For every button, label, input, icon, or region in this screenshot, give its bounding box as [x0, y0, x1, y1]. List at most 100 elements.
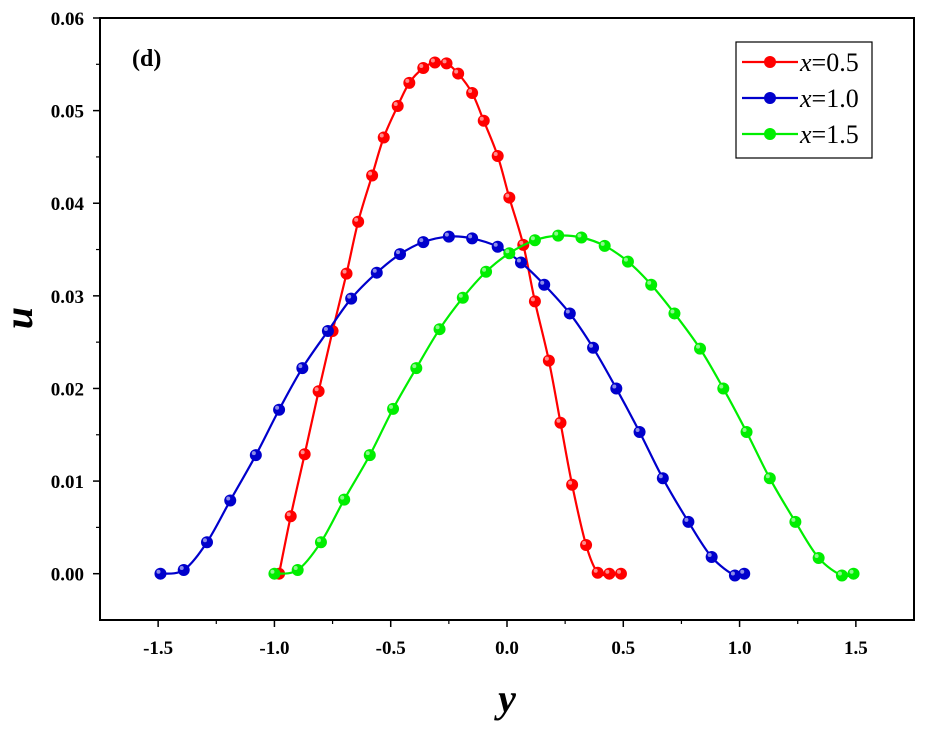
data-point: [740, 425, 753, 438]
data-point: [428, 56, 441, 69]
data-point: [249, 449, 262, 462]
series-3: [268, 229, 860, 582]
data-point-highlight: [505, 193, 510, 198]
data-point-highlight: [226, 496, 231, 501]
data-point: [321, 325, 334, 338]
legend: x=0.5x=1.0x=1.5: [735, 41, 873, 159]
data-point-highlight: [670, 309, 675, 314]
data-point-highlight: [530, 297, 535, 302]
data-point: [705, 551, 718, 564]
data-point-highlight: [323, 327, 328, 332]
legend-label-value: =1.5: [812, 120, 859, 149]
x-tick-label: 1.5: [844, 638, 868, 659]
data-point-highlight: [837, 571, 842, 576]
data-point-highlight: [340, 495, 345, 500]
data-point: [452, 67, 465, 80]
data-point-highlight: [365, 451, 370, 456]
x-tick-label: 0.0: [495, 638, 519, 659]
legend-label-value: =1.0: [812, 84, 859, 113]
data-point-highlight: [405, 78, 410, 83]
data-point-highlight: [577, 233, 582, 238]
data-point-highlight: [442, 59, 447, 64]
data-point-highlight: [419, 64, 424, 69]
data-point: [575, 231, 588, 244]
legend-label-var: x: [799, 120, 812, 149]
data-point: [538, 278, 551, 291]
data-point: [528, 234, 541, 247]
data-point: [224, 494, 237, 507]
legend-label-var: x: [799, 48, 812, 77]
data-point: [587, 341, 600, 354]
data-point-highlight: [540, 280, 545, 285]
x-tick-label: -0.5: [376, 638, 406, 659]
y-tick-label: 0.00: [51, 565, 84, 586]
data-point-highlight: [430, 58, 435, 63]
x-axis-ticks: -1.5 -1.0 -0.5 0.0 0.5 1.0 1.5: [143, 620, 868, 659]
data-point-highlight: [300, 450, 305, 455]
data-point: [177, 563, 190, 576]
data-point-highlight: [156, 569, 161, 574]
data-point: [314, 536, 327, 549]
y-tick-label: 0.05: [51, 102, 84, 123]
data-point: [566, 478, 579, 491]
legend-label-value: =0.5: [812, 48, 859, 77]
x-axis-title: y: [494, 676, 516, 721]
data-point: [417, 236, 430, 249]
data-point: [298, 448, 311, 461]
data-point: [442, 230, 455, 243]
data-point-highlight: [396, 250, 401, 255]
data-point: [603, 567, 616, 580]
series-layer: [154, 56, 860, 582]
data-point-highlight: [419, 238, 424, 243]
data-point: [433, 323, 446, 336]
panel-label: (d): [132, 46, 161, 72]
data-point: [284, 510, 297, 523]
data-point-highlight: [389, 404, 394, 409]
data-point: [598, 239, 611, 252]
data-point-highlight: [544, 356, 549, 361]
data-point: [417, 62, 430, 75]
data-point: [440, 57, 453, 70]
data-point: [268, 567, 281, 580]
data-point-highlight: [412, 364, 417, 369]
data-point-highlight: [516, 258, 521, 263]
data-point: [352, 215, 365, 228]
data-point: [656, 472, 669, 485]
data-point-highlight: [696, 344, 701, 349]
data-point: [563, 307, 576, 320]
data-point-highlight: [554, 231, 559, 236]
data-point: [835, 569, 848, 582]
data-point: [387, 402, 400, 415]
data-point-highlight: [623, 257, 628, 262]
data-point: [200, 536, 213, 549]
data-point-highlight: [468, 89, 473, 94]
data-point: [614, 567, 627, 580]
data-point-highlight: [293, 565, 298, 570]
data-point: [554, 416, 567, 429]
data-point-highlight: [468, 234, 473, 239]
data-point-highlight: [582, 540, 587, 545]
data-point: [338, 493, 351, 506]
data-point: [363, 449, 376, 462]
data-point-highlight: [791, 517, 796, 522]
data-point: [391, 99, 404, 112]
data-point: [682, 515, 695, 528]
data-point-highlight: [765, 474, 770, 479]
data-point: [491, 240, 504, 253]
data-point-highlight: [342, 269, 347, 274]
data-point-highlight: [435, 325, 440, 330]
data-point-highlight: [519, 240, 524, 245]
data-point-highlight: [707, 553, 712, 558]
data-point-highlight: [565, 309, 570, 314]
y-axis-ticks: 0.00 0.01 0.02 0.03 0.04 0.05 0.06: [51, 9, 100, 586]
data-point: [273, 403, 286, 416]
data-point-highlight: [347, 294, 352, 299]
data-point: [466, 87, 479, 100]
data-point-highlight: [454, 69, 459, 74]
data-point: [503, 191, 516, 204]
data-point: [345, 292, 358, 305]
data-point: [591, 566, 604, 579]
data-point: [738, 567, 751, 580]
data-point: [528, 295, 541, 308]
data-point-highlight: [740, 569, 745, 574]
